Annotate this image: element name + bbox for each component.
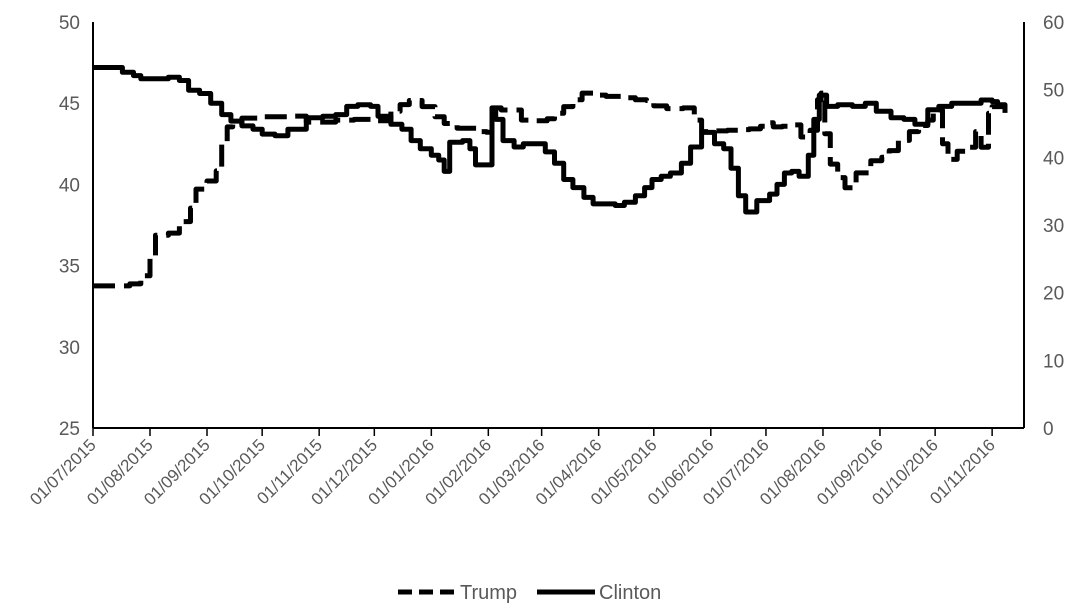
right-y-tick-label: 40	[1043, 148, 1064, 169]
left-y-tick-label: 25	[59, 419, 80, 440]
left-y-tick-label: 50	[59, 13, 80, 34]
left-y-tick-label: 40	[59, 175, 80, 196]
left-y-tick-label: 45	[59, 94, 80, 115]
legend: Trump Clinton	[398, 582, 661, 604]
right-y-tick-label: 30	[1043, 216, 1064, 237]
right-y-tick-label: 50	[1043, 81, 1064, 102]
left-y-axis-ticks: 25 30 35 40 45 50	[59, 13, 80, 440]
plot-frame	[92, 22, 1025, 429]
right-y-tick-label: 10	[1043, 351, 1064, 372]
right-y-axis-ticks: 0 10 20 30 40 50 60	[1043, 13, 1064, 440]
legend-label-trump: Trump	[460, 582, 517, 604]
left-y-tick-label: 30	[59, 338, 80, 359]
right-y-tick-label: 20	[1043, 284, 1064, 305]
x-axis-ticks: 01/07/201501/08/201501/09/201501/10/2015…	[26, 428, 999, 509]
right-y-tick-label: 0	[1043, 419, 1054, 440]
left-y-tick-label: 35	[59, 257, 80, 278]
right-y-tick-label: 60	[1043, 13, 1064, 34]
series-line-clinton	[93, 65, 1008, 215]
legend-label-clinton: Clinton	[599, 582, 661, 604]
series-layer	[93, 65, 1008, 289]
